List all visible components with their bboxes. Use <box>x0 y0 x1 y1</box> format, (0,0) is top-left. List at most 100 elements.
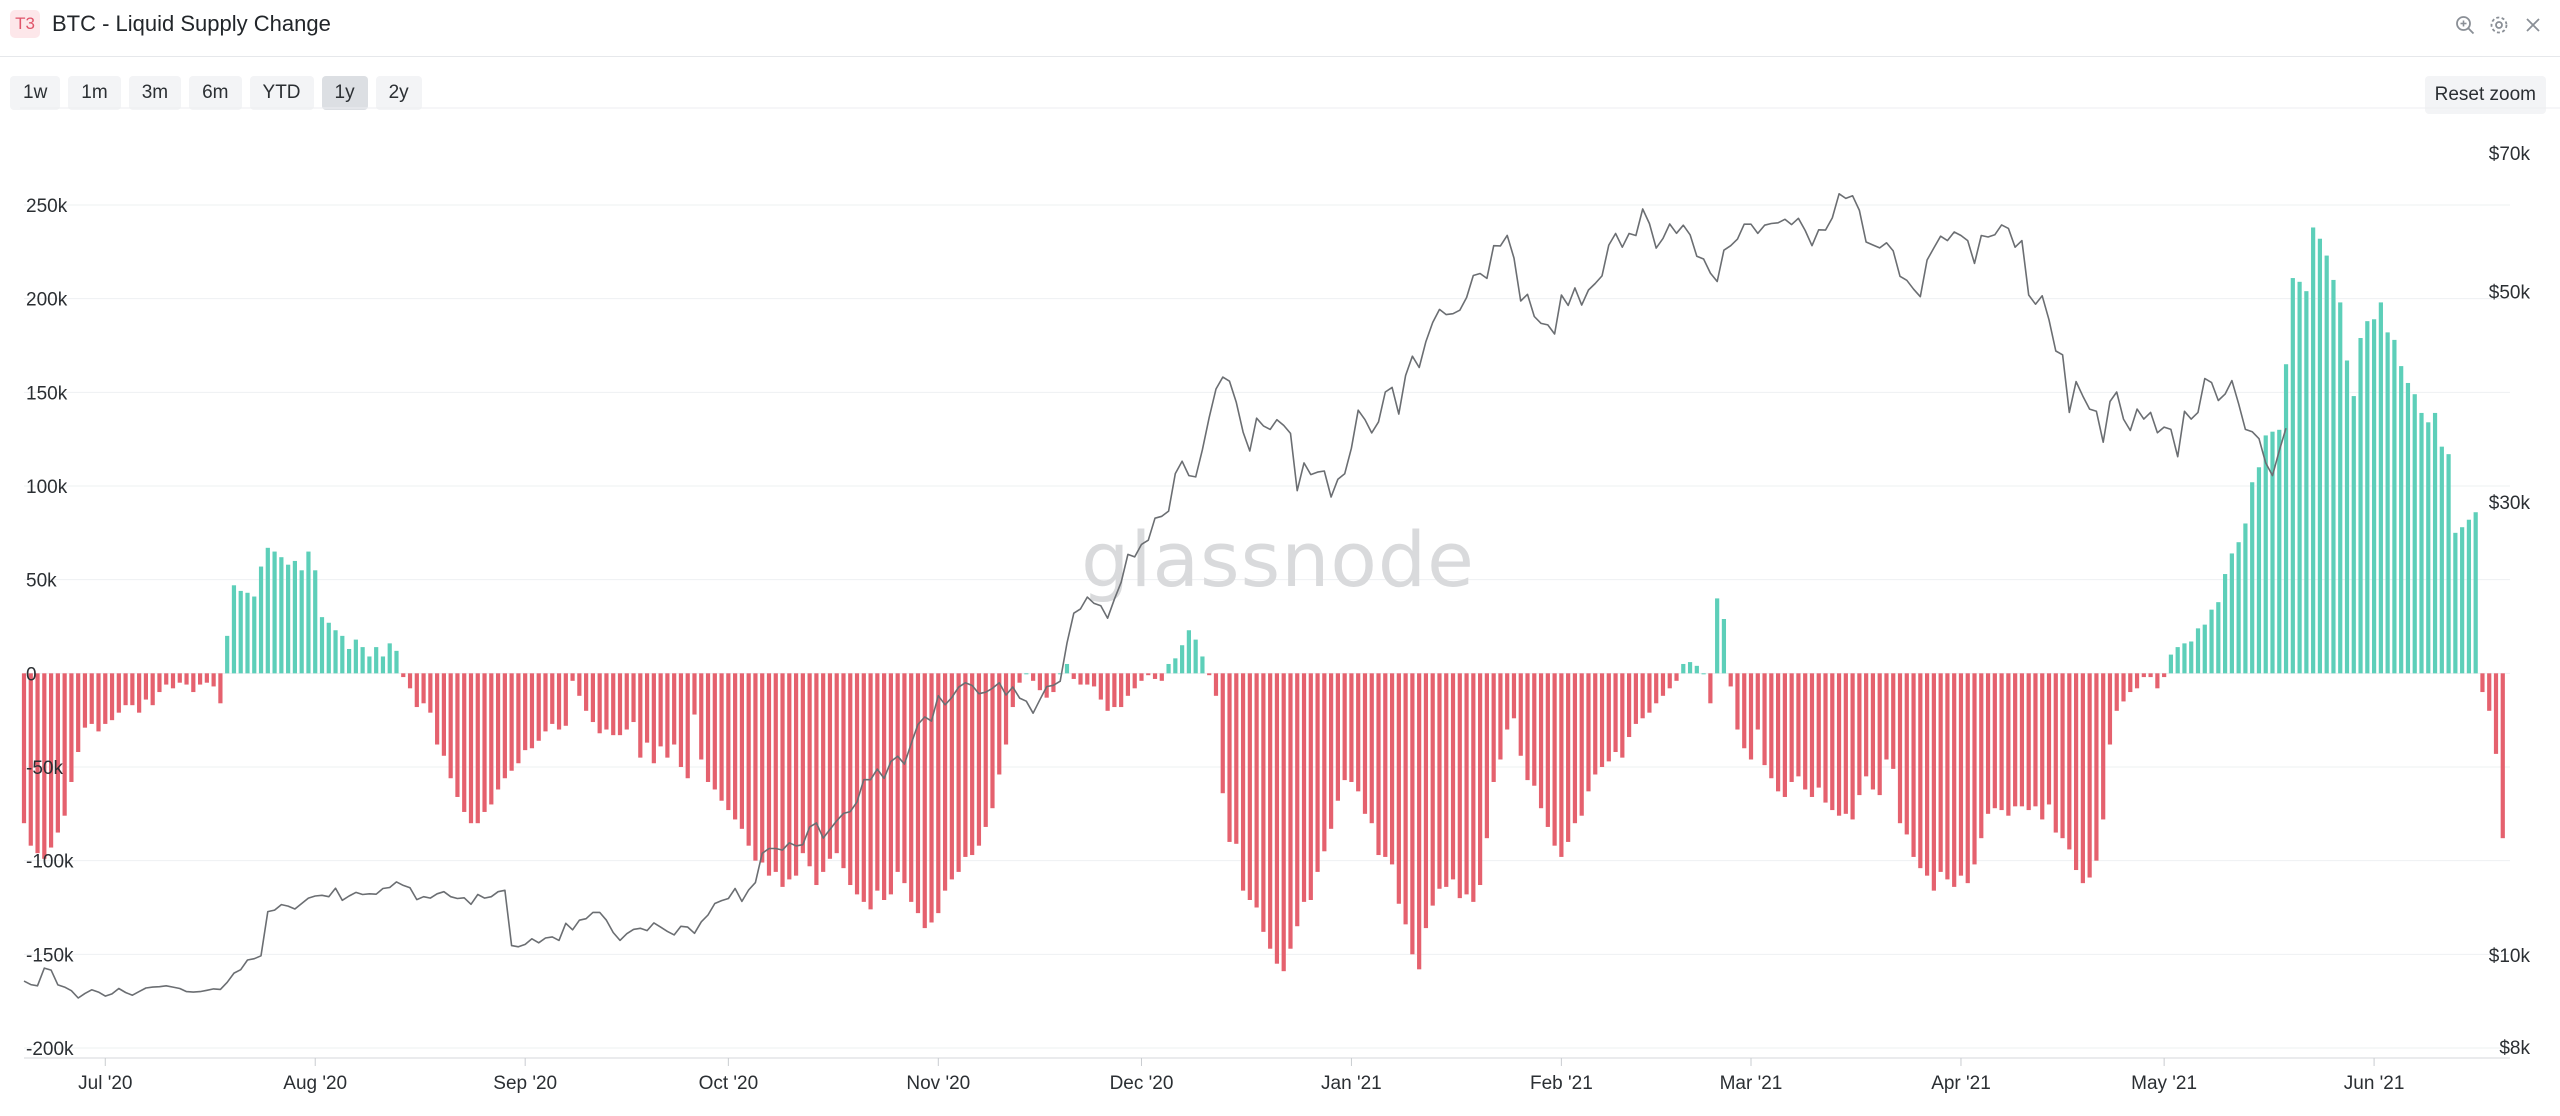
liquid-supply-bar <box>2155 673 2160 689</box>
range-button-1y[interactable]: 1y <box>321 76 368 110</box>
liquid-supply-bar <box>2487 673 2492 711</box>
liquid-supply-bar <box>299 570 304 674</box>
liquid-supply-bar <box>211 673 216 687</box>
liquid-supply-bar <box>21 673 27 824</box>
liquid-supply-bar <box>1186 630 1191 674</box>
liquid-supply-bar <box>644 673 650 743</box>
liquid-supply-bar <box>1566 673 1571 842</box>
liquid-supply-bar <box>963 673 968 857</box>
liquid-supply-bar <box>983 673 988 827</box>
liquid-supply-bar <box>2432 412 2438 674</box>
range-button-3m[interactable]: 3m <box>128 76 182 110</box>
liquid-supply-bar <box>1999 673 2004 811</box>
y-left-tick-label: 250k <box>26 196 68 217</box>
liquid-supply-bar <box>617 673 623 736</box>
liquid-supply-bar <box>353 639 358 674</box>
liquid-supply-bar <box>631 673 636 723</box>
close-icon[interactable] <box>2522 14 2544 36</box>
x-tick-label: Jun '21 <box>2344 1073 2405 1094</box>
liquid-supply-bar <box>787 673 792 880</box>
liquid-supply-bar <box>1559 673 1564 857</box>
liquid-supply-bar <box>1640 673 1645 719</box>
liquid-supply-bar <box>2236 542 2241 674</box>
liquid-supply-bar <box>455 673 460 797</box>
liquid-supply-bar <box>1586 673 1591 792</box>
range-button-ytd[interactable]: YTD <box>249 76 314 110</box>
liquid-supply-bar <box>1884 673 1889 760</box>
range-button-1w[interactable]: 1w <box>10 76 61 110</box>
liquid-supply-bar <box>1911 673 1916 857</box>
liquid-supply-bar <box>990 673 995 809</box>
liquid-supply-bar <box>428 673 433 713</box>
liquid-supply-bar <box>2189 641 2194 674</box>
liquid-supply-bar <box>380 656 386 674</box>
liquid-supply-bar <box>2439 446 2444 674</box>
liquid-supply-bar <box>367 656 372 674</box>
liquid-supply-bar <box>1789 673 1794 782</box>
range-selector: 1w 1m 3m 6m YTD 1y 2y <box>10 76 422 110</box>
liquid-supply-bar <box>2378 302 2383 674</box>
liquid-supply-bar <box>841 673 846 869</box>
liquid-supply-bar <box>1525 673 1530 781</box>
liquid-supply-bar <box>2426 422 2431 674</box>
liquid-supply-bar <box>2101 673 2106 820</box>
liquid-supply-bar <box>2399 366 2404 674</box>
liquid-supply-bar <box>1464 673 1469 895</box>
liquid-supply-bar <box>69 673 74 782</box>
liquid-supply-bar <box>1721 619 1727 674</box>
liquid-supply-bar <box>2480 673 2485 693</box>
liquid-supply-bar <box>252 596 257 674</box>
liquid-supply-bar <box>2060 673 2065 839</box>
liquid-supply-bar <box>929 673 934 923</box>
liquid-supply-bar <box>2182 643 2187 674</box>
liquid-supply-bar <box>143 673 149 700</box>
liquid-supply-bar <box>780 673 785 887</box>
range-button-2y[interactable]: 2y <box>375 76 422 110</box>
liquid-supply-bar <box>204 673 209 683</box>
liquid-supply-bar <box>482 673 487 812</box>
liquid-supply-bar <box>1058 673 1063 675</box>
liquid-supply-bar <box>1159 673 1164 681</box>
liquid-supply-bar <box>705 673 711 782</box>
price-series <box>23 193 2287 999</box>
liquid-supply-bar <box>157 673 162 693</box>
liquid-supply-bar <box>536 673 541 741</box>
liquid-supply-bar <box>1064 663 1070 674</box>
liquid-supply-bar <box>462 673 467 812</box>
liquid-supply-bar <box>2460 527 2465 674</box>
liquid-supply-bar <box>2223 574 2228 674</box>
liquid-supply-bar <box>2277 429 2282 674</box>
liquid-supply-bar <box>2493 673 2499 754</box>
liquid-supply-bar <box>1417 673 1422 970</box>
liquid-supply-bar <box>360 647 365 674</box>
liquid-supply-bar <box>2405 382 2411 674</box>
liquid-supply-bar <box>2121 673 2126 702</box>
gear-icon[interactable] <box>2488 14 2510 36</box>
liquid-supply-bar <box>570 673 575 681</box>
liquid-supply-bar <box>550 673 555 724</box>
liquid-supply-bar <box>970 673 975 856</box>
liquid-supply-bar <box>854 673 860 895</box>
range-button-1m[interactable]: 1m <box>68 76 121 110</box>
liquid-supply-bar <box>1599 673 1605 767</box>
liquid-supply-bar <box>793 673 799 876</box>
liquid-supply-bar <box>116 673 121 713</box>
liquid-supply-bar <box>895 673 900 872</box>
liquid-supply-bar <box>1295 673 1300 927</box>
liquid-supply-bar <box>2473 512 2478 674</box>
y-left-tick-label: -150k <box>26 945 74 966</box>
liquid-supply-bar <box>1200 656 1205 674</box>
liquid-supply-bar <box>231 585 237 674</box>
liquid-supply-bar <box>2311 227 2316 674</box>
liquid-supply-bar <box>2250 482 2255 674</box>
liquid-supply-bar <box>584 673 589 711</box>
zoom-in-icon[interactable] <box>2454 14 2476 36</box>
liquid-supply-bar <box>1180 645 1185 674</box>
y-right-tick-label: $70k <box>2489 144 2531 165</box>
liquid-supply-bar <box>1444 673 1449 887</box>
liquid-supply-bar <box>827 673 833 859</box>
range-button-6m[interactable]: 6m <box>189 76 242 110</box>
liquid-supply-bar <box>2453 532 2458 674</box>
liquid-supply-bar <box>1491 673 1496 782</box>
